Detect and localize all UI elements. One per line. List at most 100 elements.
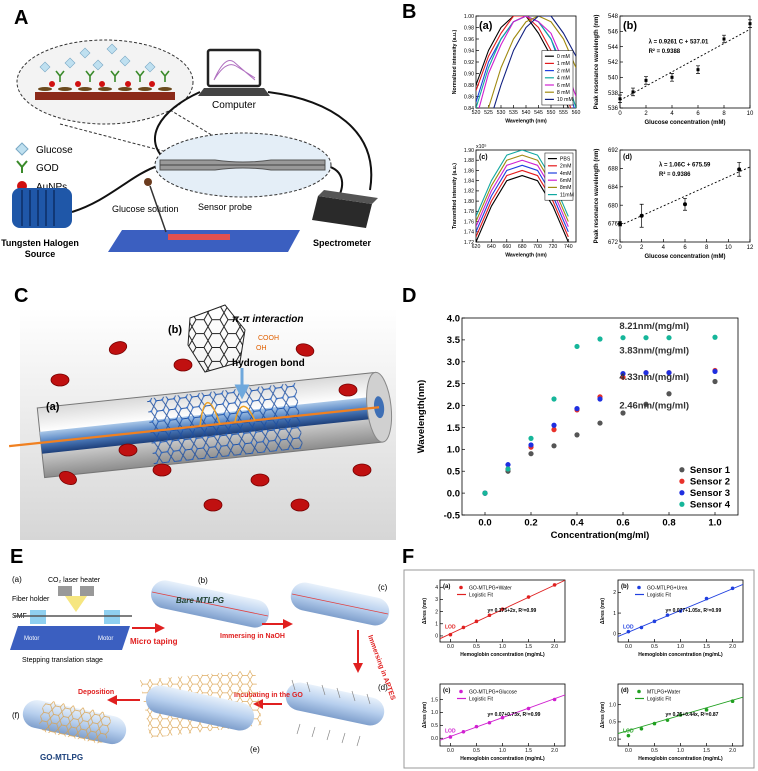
- path: [199, 402, 256, 427]
- legend-swatch: [679, 467, 685, 473]
- panel-letter: D: [402, 285, 416, 307]
- x-tick-label: 2.0: [551, 748, 558, 754]
- y-tick-label: 0.5: [609, 720, 616, 726]
- x-tick-label: 1.0: [677, 748, 684, 754]
- series-line: [493, 16, 576, 108]
- point: [448, 735, 453, 739]
- chart: 0.0 0.5 1.0 1.5 2.0 0 1 2 Hemoglobin concentrati…: [600, 579, 744, 658]
- point: [551, 396, 557, 402]
- x-tick-label: 640: [487, 244, 496, 250]
- x-tick-label: 1.5: [525, 644, 532, 650]
- legend-swatch: [637, 689, 641, 694]
- x-tick-label: 560: [572, 110, 581, 116]
- label: Fiber holder: [12, 596, 50, 603]
- x-tick-label: 1.0: [499, 644, 506, 650]
- translation-stage: [10, 626, 130, 650]
- holder: [104, 610, 120, 624]
- spectrometer-box: [312, 196, 372, 228]
- point: [574, 406, 580, 412]
- point: [639, 726, 644, 731]
- panel-letter: C: [14, 285, 28, 307]
- panel-frame: [403, 569, 755, 769]
- label: Stepping translation stage: [22, 657, 103, 664]
- legend-label: Glucose: [36, 145, 73, 156]
- annotation: λ = 0.9261 C + 537.01: [649, 40, 709, 46]
- laser: [80, 586, 94, 596]
- annotation: LOD: [445, 728, 456, 734]
- annotation: y= 0.175+2x, R²=0.99: [488, 608, 537, 614]
- x-tick-label: 550: [547, 110, 556, 116]
- ellipse: [250, 473, 270, 487]
- legend-label: Sensor 1: [690, 465, 731, 476]
- y-tick-label: 1.78: [464, 209, 474, 215]
- y-tick-label: 1: [435, 622, 438, 628]
- x-tick-label: 1.0: [677, 644, 684, 650]
- sub-label: (a): [12, 575, 22, 584]
- sub-label: (b): [168, 324, 182, 336]
- y-tick-label: 2.0: [447, 401, 460, 412]
- x-tick-label: 0.4: [570, 518, 584, 529]
- point: [639, 213, 644, 218]
- y-tick-label: 676: [608, 222, 619, 228]
- chart: 520 525 530 535 540 545 550 555 560 0.84 0.86 0.88 0…: [452, 14, 581, 125]
- x-tick-label: 6: [683, 245, 687, 251]
- y-tick-label: 1.82: [464, 189, 474, 195]
- x-tick-label: 0: [618, 245, 622, 251]
- path: [85, 70, 95, 82]
- point: [678, 713, 683, 717]
- point: [526, 706, 531, 711]
- y-axis-label: Δλres (nm): [600, 702, 606, 728]
- label: Micro taping: [130, 637, 178, 646]
- point: [639, 625, 644, 630]
- path: [64, 57, 76, 69]
- device-label: Source: [25, 249, 56, 259]
- ellipse: [50, 373, 70, 387]
- y-tick-label: 0: [613, 631, 616, 637]
- y-tick-label: 0.0: [609, 737, 616, 743]
- aunps: [49, 81, 155, 87]
- chart: 0 2 4 6 8 10 12 672 676 680 684 688 692 Glucose conce…: [594, 148, 754, 260]
- x-tick-label: 1.0: [499, 748, 506, 754]
- glucose-marks: [39, 43, 156, 73]
- legend-label: PBS: [560, 156, 571, 162]
- x-tick-label: 12: [747, 245, 754, 251]
- fiber-tube: [145, 685, 255, 731]
- point: [730, 699, 735, 704]
- y-tick-label: 540: [608, 75, 619, 81]
- y-tick-label: 546: [608, 29, 619, 35]
- fiber-axis: [151, 591, 269, 617]
- y-tick-label: 0.92: [464, 60, 474, 66]
- path: [291, 679, 371, 747]
- y-tick-label: 692: [608, 148, 619, 154]
- point: [626, 733, 631, 738]
- substrate: [35, 92, 175, 100]
- path: [92, 59, 104, 71]
- annotation: R² = 0.9388: [649, 48, 681, 55]
- annotation: LOD: [623, 624, 634, 630]
- point: [500, 607, 505, 611]
- legend-swatch: [637, 585, 641, 590]
- sub-label: (b): [198, 576, 208, 585]
- legend-label: GOD: [36, 163, 59, 174]
- stage: [108, 230, 300, 252]
- annotation: R² = 0.9386: [659, 171, 691, 178]
- x-tick-label: 0.0: [447, 644, 454, 650]
- plot-content: [620, 28, 750, 101]
- lamp-fins: [21, 190, 55, 226]
- ellipse: [38, 87, 52, 91]
- x-tick-label: 10: [725, 245, 732, 251]
- path: [135, 70, 145, 82]
- plot-area: [619, 15, 751, 109]
- fit-line: [620, 28, 750, 101]
- point: [643, 335, 649, 341]
- label: Motor: [98, 636, 113, 642]
- panel-label: (c): [443, 688, 450, 694]
- point: [552, 697, 557, 702]
- point: [618, 97, 622, 101]
- y-tick-label: 1.0: [447, 445, 460, 456]
- y-tick-label: 4.0: [447, 313, 460, 324]
- x-tick-label: 1.5: [703, 748, 710, 754]
- y-tick-label: 688: [608, 167, 619, 173]
- x-tick-label: 2: [640, 245, 644, 251]
